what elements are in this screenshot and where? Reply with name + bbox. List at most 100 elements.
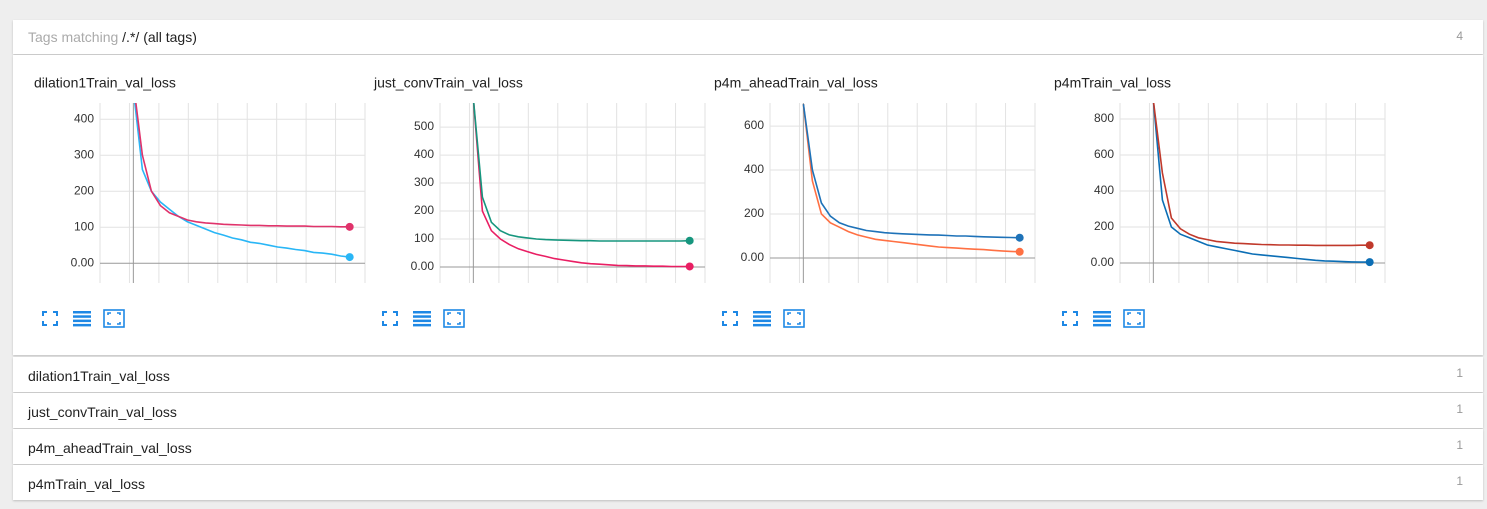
series-line (472, 103, 690, 242)
end-dot (1365, 258, 1374, 267)
icon (1123, 309, 1145, 328)
header-card: Tags matching /.*/ (all tags) 4 (13, 20, 1483, 54)
y-tick-label: 200 (744, 206, 764, 220)
icon (1093, 311, 1111, 314)
icon (443, 309, 465, 328)
y-tick-label: 200 (414, 203, 434, 217)
tag-group[interactable]: dilation1Train_val_loss 1 (13, 357, 1483, 392)
icon (107, 312, 121, 325)
icon (753, 315, 771, 318)
icon (1093, 323, 1111, 327)
icon (1093, 319, 1111, 323)
series-line (802, 104, 1020, 253)
icon (783, 309, 805, 328)
icon (382, 311, 398, 326)
icon (787, 312, 801, 325)
y-tick-label: 300 (414, 175, 434, 189)
y-tick-label: 200 (74, 183, 94, 197)
group-count: 1 (1456, 438, 1463, 452)
icon (413, 323, 431, 327)
icon (73, 319, 91, 323)
icon (413, 315, 431, 318)
plot (134, 103, 350, 258)
expand-button[interactable] (42, 311, 58, 326)
y-tick-label: 300 (74, 147, 94, 161)
y-tick-label: 400 (1094, 183, 1114, 197)
chart-title: just_convTrain_val_loss (373, 75, 523, 91)
group-label: dilation1Train_val_loss (28, 368, 170, 384)
expand-button[interactable] (722, 311, 738, 326)
icon (753, 311, 771, 314)
y-tick-label: 100 (74, 219, 94, 233)
y-tick-label: 500 (414, 119, 434, 133)
icon (1093, 315, 1111, 318)
series-line (1152, 103, 1370, 247)
group-label: just_convTrain_val_loss (28, 404, 177, 420)
y-tick-label: 600 (1094, 147, 1114, 161)
y-tick-label: 200 (1094, 219, 1114, 233)
charts: dilation1Train_val_loss 0.00 100 200 300 400 j… (34, 75, 1386, 328)
fit-domain-button[interactable] (443, 309, 465, 328)
series-line (1152, 103, 1370, 263)
y-tick-label: 400 (414, 147, 434, 161)
y-tick-label: 600 (744, 118, 764, 132)
y-tick-label: 0.00 (71, 255, 95, 269)
tag-count: 4 (1456, 29, 1463, 43)
filter-regex: /.*/ (122, 29, 140, 45)
log-scale-button[interactable] (753, 311, 771, 327)
group-count: 1 (1456, 402, 1463, 416)
icon (42, 311, 58, 326)
icon (413, 311, 431, 314)
group-label: p4mTrain_val_loss (28, 476, 145, 492)
log-scale-button[interactable] (73, 311, 91, 327)
tag-group[interactable]: just_convTrain_val_loss 1 (13, 393, 1483, 428)
y-tick-label: 800 (1094, 111, 1114, 125)
log-scale-button[interactable] (1093, 311, 1111, 327)
log-scale-button[interactable] (413, 311, 431, 327)
plot (472, 103, 690, 268)
end-dot (345, 253, 354, 262)
tag-filter: Tags matching /.*/ (all tags) (28, 29, 197, 45)
fit-domain-button[interactable] (1123, 309, 1145, 328)
icon (73, 323, 91, 327)
y-tick-label: 0.00 (411, 259, 435, 273)
y-tick-label: 400 (744, 162, 764, 176)
group-count: 1 (1456, 366, 1463, 380)
icon (722, 311, 738, 326)
expand-button[interactable] (382, 311, 398, 326)
tag-group[interactable]: p4mTrain_val_loss 1 (13, 465, 1483, 500)
group-label: p4m_aheadTrain_val_loss (28, 440, 192, 456)
filter-label: Tags matching (28, 29, 119, 45)
y-tick-label: 100 (414, 231, 434, 245)
chart-title: p4m_aheadTrain_val_loss (714, 75, 878, 91)
icon (73, 315, 91, 318)
icon (1062, 311, 1078, 326)
end-dot (685, 262, 694, 271)
filter-note: (all tags) (143, 29, 197, 45)
icon (753, 319, 771, 323)
series-line (135, 103, 350, 228)
icon (413, 319, 431, 323)
icon (753, 323, 771, 327)
end-dot (685, 236, 694, 245)
fit-domain-button[interactable] (103, 309, 125, 328)
plot (1152, 103, 1370, 263)
expand-button[interactable] (1062, 311, 1078, 326)
series-line (134, 103, 350, 258)
end-dot (345, 222, 354, 231)
icon (1127, 312, 1141, 325)
group-count: 1 (1456, 474, 1463, 488)
icon (447, 312, 461, 325)
series-line (802, 103, 1020, 239)
chart-title: dilation1Train_val_loss (34, 75, 176, 91)
tag-group[interactable]: p4m_aheadTrain_val_loss 1 (13, 429, 1483, 464)
plot (802, 103, 1020, 253)
chart-title: p4mTrain_val_loss (1054, 75, 1171, 91)
y-tick-label: 0.00 (741, 250, 765, 264)
end-dot (1365, 241, 1374, 250)
end-dot (1015, 247, 1024, 256)
icon (103, 309, 125, 328)
icon (73, 311, 91, 314)
fit-domain-button[interactable] (783, 309, 805, 328)
